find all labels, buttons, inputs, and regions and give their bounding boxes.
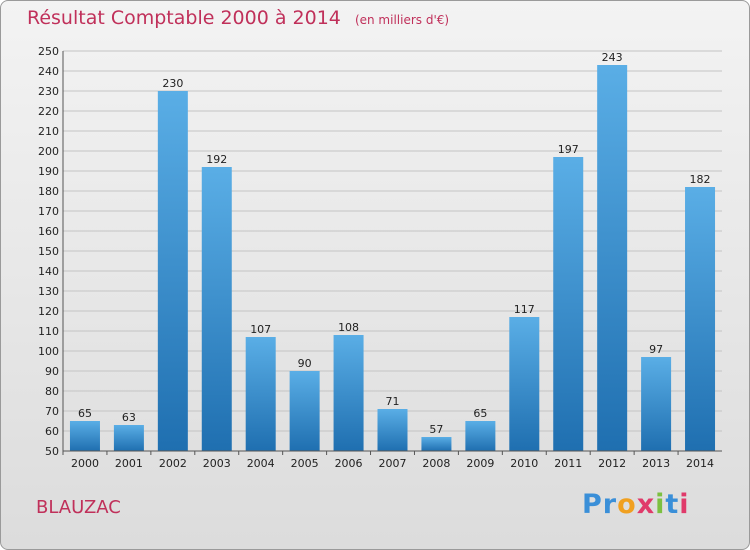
y-tick-label: 80: [45, 385, 59, 398]
logo-letter: r: [602, 489, 618, 520]
y-tick-label: 150: [38, 245, 59, 258]
x-tick-label-2010: 2010: [510, 457, 538, 470]
x-tick-label-2001: 2001: [115, 457, 143, 470]
y-tick-label: 230: [38, 85, 59, 98]
y-tick-label: 90: [45, 365, 59, 378]
y-tick-label: 110: [38, 325, 59, 338]
bar-2010: [509, 317, 540, 451]
y-tick-label: 60: [45, 425, 59, 438]
chart-subtitle: (en milliers d'€): [354, 13, 450, 27]
bar-2014: [685, 187, 716, 451]
bar-2006: [333, 335, 364, 451]
y-tick-label: 160: [38, 225, 59, 238]
y-tick-label: 120: [38, 305, 59, 318]
y-tick-label: 100: [38, 345, 59, 358]
bars: [69, 65, 716, 451]
axes: [62, 51, 722, 452]
y-tick-label: 250: [38, 45, 59, 58]
x-tick-label-2005: 2005: [291, 457, 319, 470]
proxiti-logo: Proxiti: [582, 489, 690, 520]
value-label-2008: 57: [429, 423, 443, 436]
bar-2009: [465, 421, 496, 451]
chart-title: Résultat Comptable 2000 à 2014 (en milli…: [27, 7, 449, 29]
value-label-2004: 107: [250, 323, 271, 336]
x-tick-label-2007: 2007: [379, 457, 407, 470]
value-label-2001: 63: [122, 411, 136, 424]
bar-2011: [553, 157, 584, 451]
chart-title-text: Résultat Comptable 2000 à 2014: [27, 7, 341, 29]
value-label-2002: 230: [162, 77, 183, 90]
x-tick-label-2011: 2011: [554, 457, 582, 470]
logo-letter: P: [582, 489, 603, 520]
logo-letter: o: [617, 489, 637, 520]
y-tick-label: 220: [38, 105, 59, 118]
bar-2007: [377, 409, 408, 451]
value-label-2009: 65: [473, 407, 487, 420]
y-tick-label: 140: [38, 265, 59, 278]
x-tick-label-2002: 2002: [159, 457, 187, 470]
x-axis-ticks: 2000 2001 2002 2003 2004 2005 2006 2007 2008 2009…: [62, 451, 714, 470]
bar-2002: [157, 91, 188, 451]
x-tick-label-2009: 2009: [466, 457, 494, 470]
logo-letter: t: [665, 489, 680, 520]
value-label-2003: 192: [206, 153, 227, 166]
value-label-2014: 182: [690, 173, 711, 186]
value-labels: 65 63 230 192 107 90 108 71 57 65 117 197 243 97 182: [78, 51, 711, 436]
bar-2013: [641, 357, 672, 451]
logo-letter: x: [636, 489, 656, 520]
y-tick-label: 130: [38, 285, 59, 298]
value-label-2006: 108: [338, 321, 359, 334]
bar-2003: [201, 167, 232, 451]
bar-2000: [69, 421, 100, 451]
bar-2004: [245, 337, 276, 451]
bar-2001: [113, 425, 144, 451]
value-label-2007: 71: [386, 395, 400, 408]
y-tick-label: 50: [45, 445, 59, 458]
value-label-2010: 117: [514, 303, 535, 316]
y-tick-label: 190: [38, 165, 59, 178]
y-tick-label: 240: [38, 65, 59, 78]
y-axis-ticks: 50 60 70 80 90 100 110 120 130 140 150 160 170 180 190…: [38, 45, 59, 458]
x-tick-label-2003: 2003: [203, 457, 231, 470]
value-label-2013: 97: [649, 343, 663, 356]
logo-letter: i: [655, 489, 666, 520]
x-tick-label-2004: 2004: [247, 457, 275, 470]
bar-2012: [597, 65, 628, 451]
x-tick-label-2012: 2012: [598, 457, 626, 470]
x-tick-label-2006: 2006: [335, 457, 363, 470]
value-label-2011: 197: [558, 143, 579, 156]
x-tick-label-2013: 2013: [642, 457, 670, 470]
x-tick-label-2014: 2014: [686, 457, 714, 470]
logo-letter: i: [679, 489, 690, 520]
y-tick-label: 70: [45, 405, 59, 418]
value-label-2005: 90: [298, 357, 312, 370]
y-tick-label: 170: [38, 205, 59, 218]
y-tick-label: 180: [38, 185, 59, 198]
town-name: BLAUZAC: [36, 497, 121, 518]
y-tick-label: 200: [38, 145, 59, 158]
y-tick-label: 210: [38, 125, 59, 138]
value-label-2012: 243: [602, 51, 623, 64]
x-tick-label-2000: 2000: [71, 457, 99, 470]
bar-2008: [421, 437, 452, 451]
x-tick-label-2008: 2008: [422, 457, 450, 470]
bar-2005: [289, 371, 320, 451]
value-label-2000: 65: [78, 407, 92, 420]
